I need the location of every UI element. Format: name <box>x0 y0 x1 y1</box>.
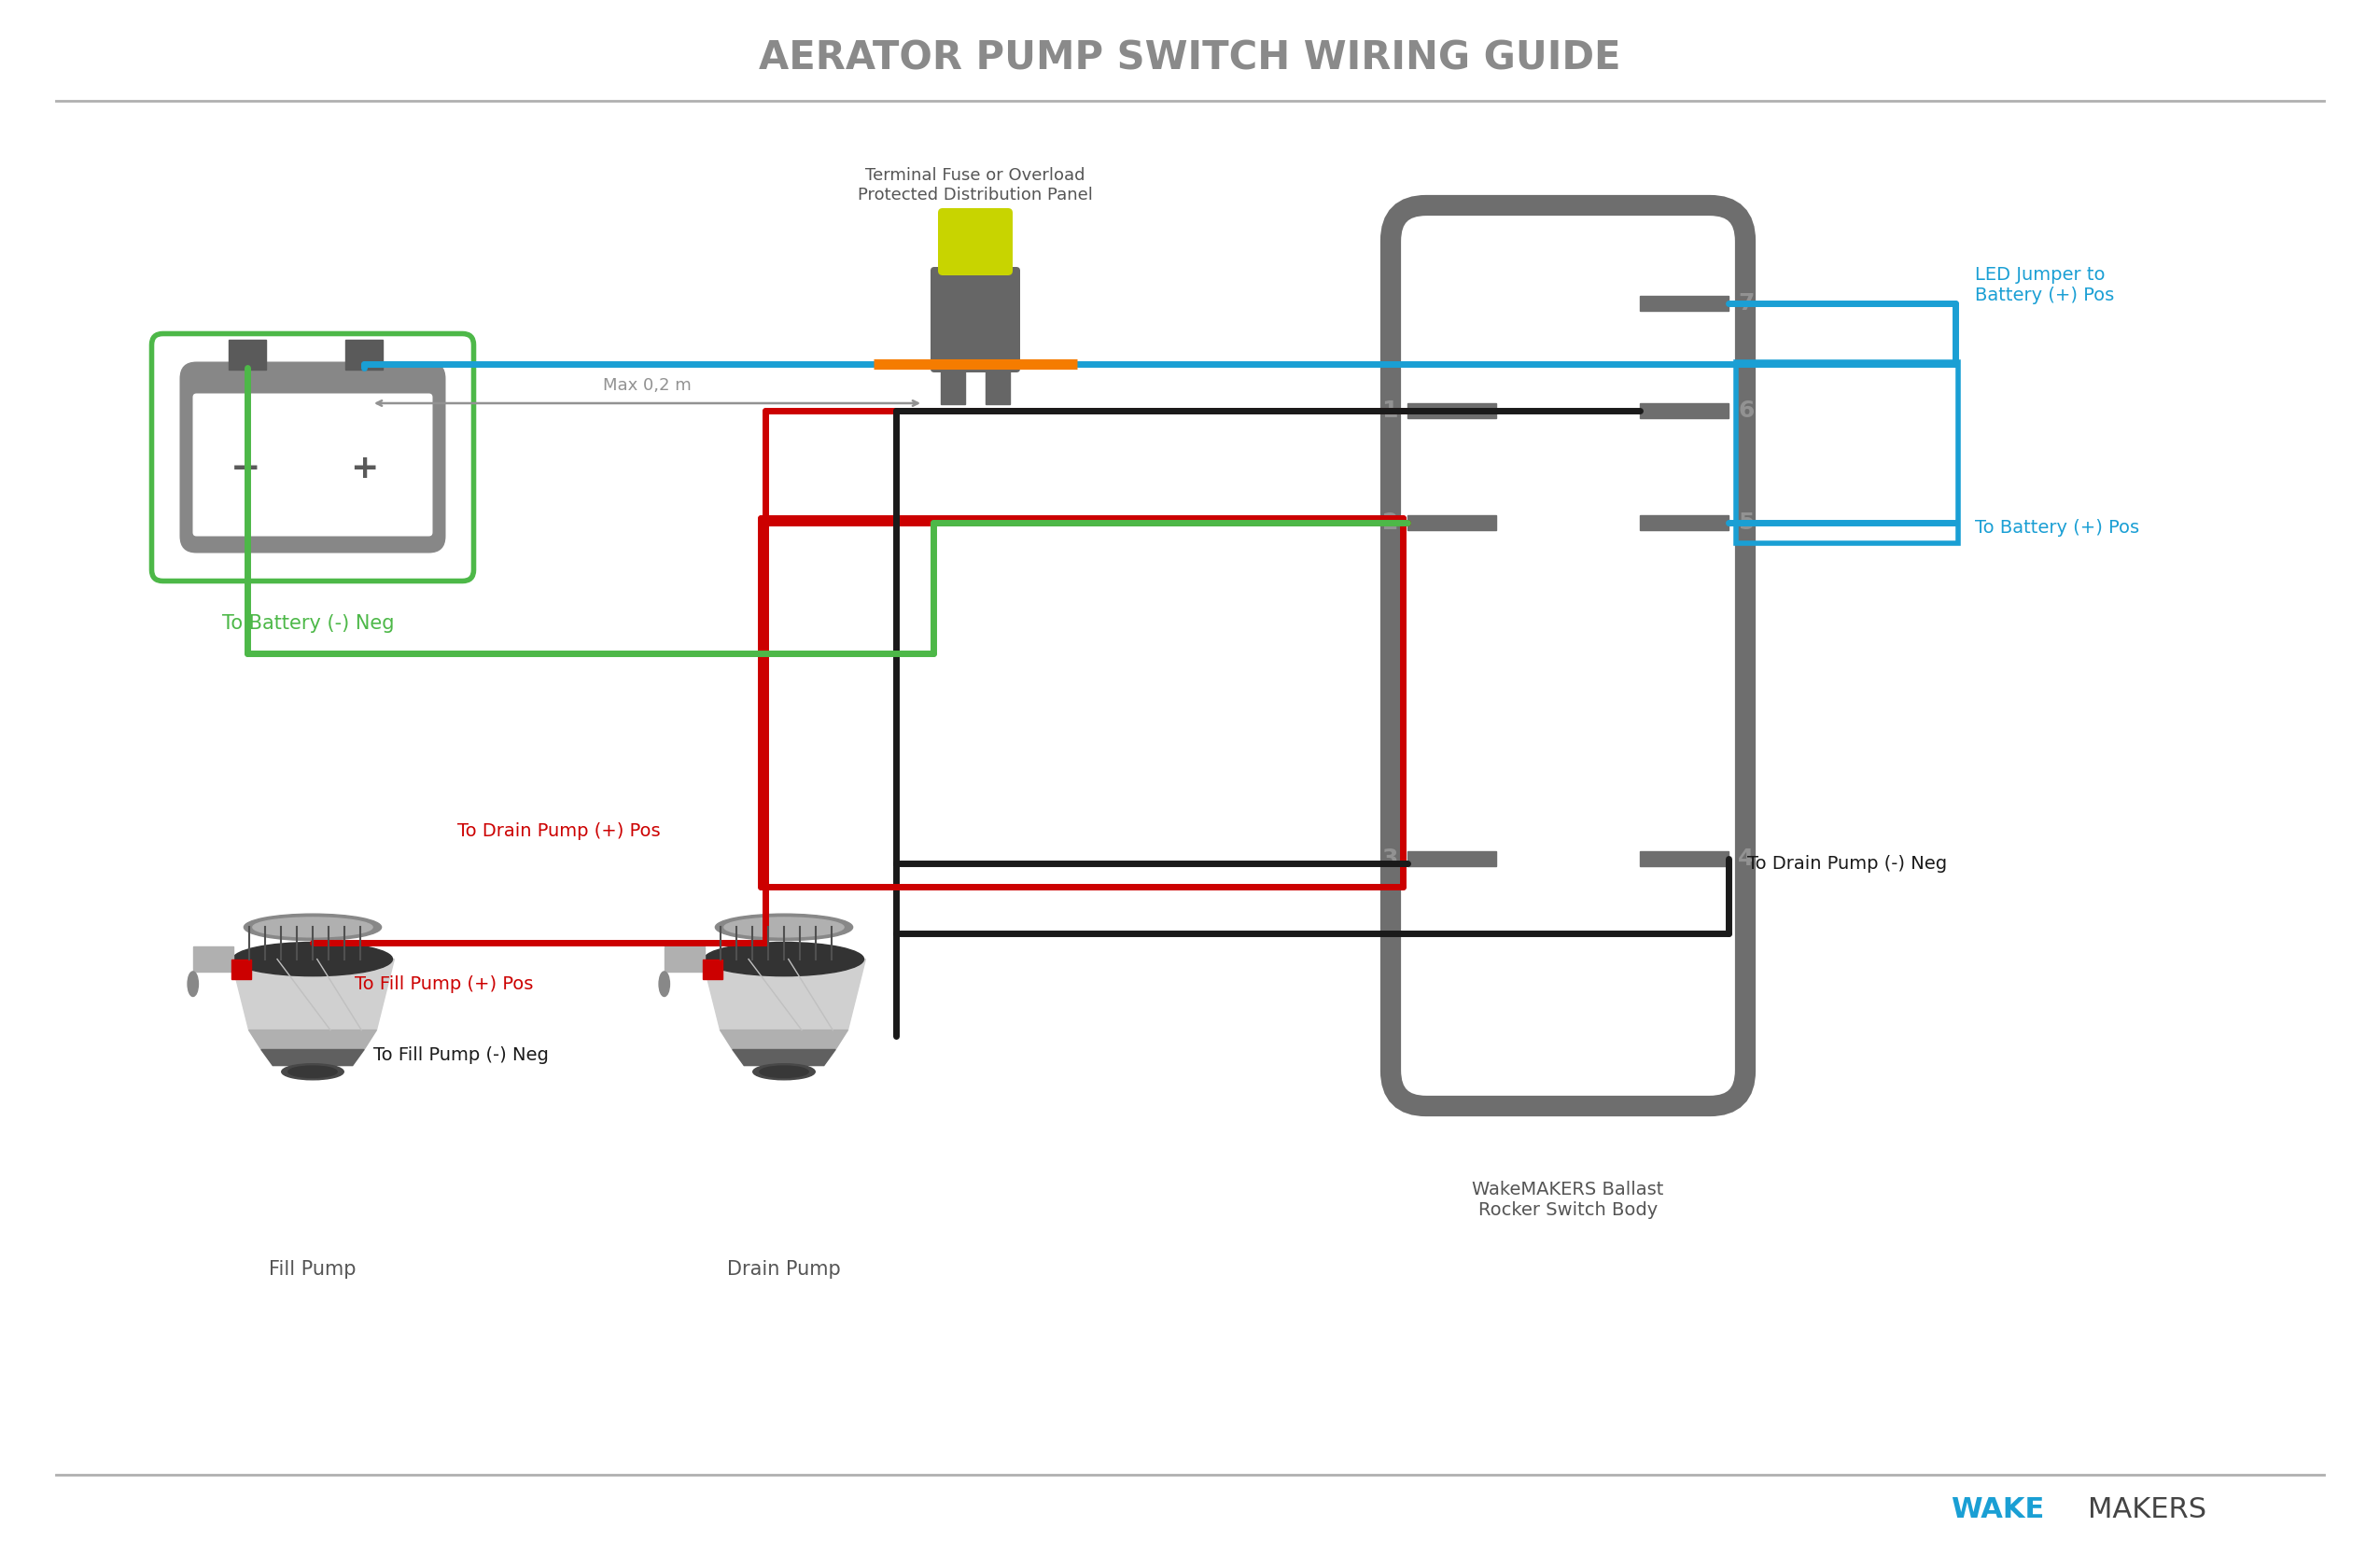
Bar <box>940 368 964 404</box>
Polygon shape <box>721 1029 847 1049</box>
Text: Max 0,2 m: Max 0,2 m <box>602 378 693 394</box>
Text: WakeMAKERS Ballast
Rocker Switch Body: WakeMAKERS Ballast Rocker Switch Body <box>1473 1180 1664 1219</box>
Ellipse shape <box>281 1063 343 1080</box>
FancyBboxPatch shape <box>178 362 445 553</box>
FancyBboxPatch shape <box>193 393 433 536</box>
Bar <box>985 368 1009 404</box>
Bar <box>1640 296 1728 311</box>
Polygon shape <box>250 1029 376 1049</box>
Text: Fill Pump: Fill Pump <box>269 1261 357 1279</box>
Ellipse shape <box>724 917 845 937</box>
Text: To Drain Pump (-) Neg: To Drain Pump (-) Neg <box>1747 855 1947 872</box>
Bar <box>1407 404 1497 418</box>
Text: 5: 5 <box>1737 512 1754 533</box>
Text: To Fill Pump (+) Pos: To Fill Pump (+) Pos <box>355 975 533 994</box>
Bar <box>1407 851 1497 866</box>
Bar <box>1407 515 1497 530</box>
Ellipse shape <box>233 942 393 975</box>
Bar <box>231 959 250 979</box>
Polygon shape <box>262 1049 364 1065</box>
Polygon shape <box>702 959 866 1029</box>
Text: −: − <box>231 452 262 487</box>
Text: WAKE: WAKE <box>1952 1496 2044 1524</box>
Ellipse shape <box>759 1066 809 1077</box>
Text: AERATOR PUMP SWITCH WIRING GUIDE: AERATOR PUMP SWITCH WIRING GUIDE <box>759 39 1621 77</box>
Text: To Battery (+) Pos: To Battery (+) Pos <box>1975 518 2140 536</box>
Text: Terminal Fuse or Overload
Protected Distribution Panel: Terminal Fuse or Overload Protected Dist… <box>857 168 1092 203</box>
Text: MAKERS: MAKERS <box>2087 1496 2206 1524</box>
Bar <box>193 946 233 971</box>
Bar <box>1640 851 1728 866</box>
Ellipse shape <box>252 917 374 937</box>
Text: 6: 6 <box>1737 399 1754 422</box>
Bar <box>702 959 721 979</box>
Text: To Drain Pump (+) Pos: To Drain Pump (+) Pos <box>457 821 659 840</box>
Bar <box>1640 515 1728 530</box>
Bar <box>1735 362 1959 544</box>
Polygon shape <box>231 959 395 1029</box>
Text: 1: 1 <box>1383 399 1397 422</box>
Text: 4: 4 <box>1737 848 1754 871</box>
Ellipse shape <box>716 914 852 940</box>
FancyBboxPatch shape <box>931 267 1021 373</box>
Ellipse shape <box>243 914 381 940</box>
Text: +: + <box>350 453 378 484</box>
Polygon shape <box>733 1049 835 1065</box>
Bar <box>664 946 704 971</box>
Text: To Battery (-) Neg: To Battery (-) Neg <box>221 613 395 632</box>
Text: 3: 3 <box>1383 848 1397 871</box>
Ellipse shape <box>659 971 669 997</box>
Bar <box>1640 404 1728 418</box>
Bar <box>228 339 267 370</box>
Text: 2: 2 <box>1383 512 1397 533</box>
Bar <box>345 339 383 370</box>
Text: To Fill Pump (-) Neg: To Fill Pump (-) Neg <box>374 1046 550 1063</box>
Text: LED Jumper to
Battery (+) Pos: LED Jumper to Battery (+) Pos <box>1975 265 2113 304</box>
Text: 7: 7 <box>1737 293 1754 314</box>
Ellipse shape <box>704 942 864 975</box>
Ellipse shape <box>752 1063 814 1080</box>
Ellipse shape <box>188 971 198 997</box>
FancyBboxPatch shape <box>938 208 1012 276</box>
Ellipse shape <box>288 1066 338 1077</box>
Text: Drain Pump: Drain Pump <box>728 1261 840 1279</box>
